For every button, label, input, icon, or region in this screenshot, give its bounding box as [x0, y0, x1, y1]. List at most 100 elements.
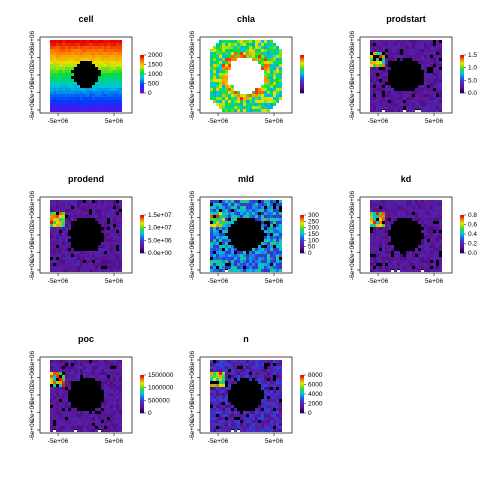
heat-cell [107, 43, 110, 46]
heat-cell [436, 58, 439, 61]
heat-cell [56, 396, 59, 399]
heat-cell [210, 227, 213, 230]
legend-swatch [300, 243, 304, 246]
heat-cell [68, 257, 71, 260]
heat-cell [104, 43, 107, 46]
heat-cell [403, 103, 406, 106]
heat-cell [119, 381, 122, 384]
heat-cell [62, 103, 65, 106]
heat-cell [240, 58, 243, 61]
heat-cell [267, 399, 270, 402]
heat-cell [240, 375, 243, 378]
heat-cell [273, 64, 276, 67]
heat-cell [50, 260, 53, 263]
legend-swatch [460, 68, 464, 71]
heat-cell [65, 408, 68, 411]
heat-cell [264, 106, 267, 109]
heat-cell [210, 363, 213, 366]
heat-cell [270, 46, 273, 49]
heat-cell [379, 266, 382, 269]
heat-cell [225, 411, 228, 414]
heat-cell [430, 58, 433, 61]
heat-cell [113, 381, 116, 384]
heat-cell [273, 52, 276, 55]
heat-cell [110, 73, 113, 76]
heat-cell [225, 94, 228, 97]
heat-cell [116, 372, 119, 375]
heat-cell [370, 67, 373, 70]
heat-cell [101, 73, 104, 76]
heat-cell [53, 408, 56, 411]
heat-cell [210, 82, 213, 85]
heat-cell [59, 76, 62, 79]
heat-cell [83, 360, 86, 363]
heat-cell [382, 49, 385, 52]
heat-cell [424, 82, 427, 85]
heat-cell [246, 55, 249, 58]
heat-cell [237, 64, 240, 67]
heat-cell [394, 269, 397, 272]
heat-cell [83, 212, 86, 215]
heat-cell [110, 417, 113, 420]
heat-cell [424, 260, 427, 263]
heat-cell [433, 215, 436, 218]
heat-cell [56, 423, 59, 426]
legend-swatch [140, 384, 144, 387]
heat-cell [421, 67, 424, 70]
heat-cell [240, 360, 243, 363]
heat-cell [113, 429, 116, 432]
heat-cell [421, 212, 424, 215]
heat-cell [89, 106, 92, 109]
heat-cell [270, 399, 273, 402]
heat-cell [98, 52, 101, 55]
heat-cell [373, 106, 376, 109]
heat-cell [240, 417, 243, 420]
heat-cell [74, 106, 77, 109]
heat-cell [382, 88, 385, 91]
heat-cell [113, 411, 116, 414]
heat-cell [270, 393, 273, 396]
heat-cell [270, 64, 273, 67]
heat-cell [237, 209, 240, 212]
heat-cell [379, 97, 382, 100]
heat-cell [373, 248, 376, 251]
heat-cell [110, 82, 113, 85]
heat-cell [98, 372, 101, 375]
heat-cell [222, 97, 225, 100]
heat-cell [53, 79, 56, 82]
y-tick-label: -6e+06 [189, 419, 196, 440]
heat-cell [394, 254, 397, 257]
heat-cell [101, 411, 104, 414]
heat-cell [418, 263, 421, 266]
legend-swatch [140, 75, 144, 79]
heat-cell [68, 227, 71, 230]
heat-cell [219, 103, 222, 106]
heat-cell [264, 263, 267, 266]
heat-cell [56, 230, 59, 233]
heat-cell [107, 366, 110, 369]
heat-cell [210, 263, 213, 266]
heat-cell [255, 76, 258, 79]
heat-cell [424, 64, 427, 67]
heat-cell [104, 61, 107, 64]
heat-cell [433, 242, 436, 245]
heat-cell [264, 239, 267, 242]
heat-cell [110, 46, 113, 49]
heat-cell [53, 227, 56, 230]
heat-cell [424, 55, 427, 58]
heat-cell [276, 254, 279, 257]
heat-cell [113, 203, 116, 206]
legend-tick-label: 100 [308, 237, 319, 244]
heat-cell [252, 70, 255, 73]
heat-cell [101, 206, 104, 209]
heat-cell [59, 245, 62, 248]
heat-cell [53, 384, 56, 387]
heat-cell [234, 58, 237, 61]
heat-cell [92, 97, 95, 100]
heat-cell [68, 49, 71, 52]
heat-cell [264, 212, 267, 215]
heat-cell [255, 79, 258, 82]
heat-cell [234, 70, 237, 73]
heat-cell [68, 251, 71, 254]
